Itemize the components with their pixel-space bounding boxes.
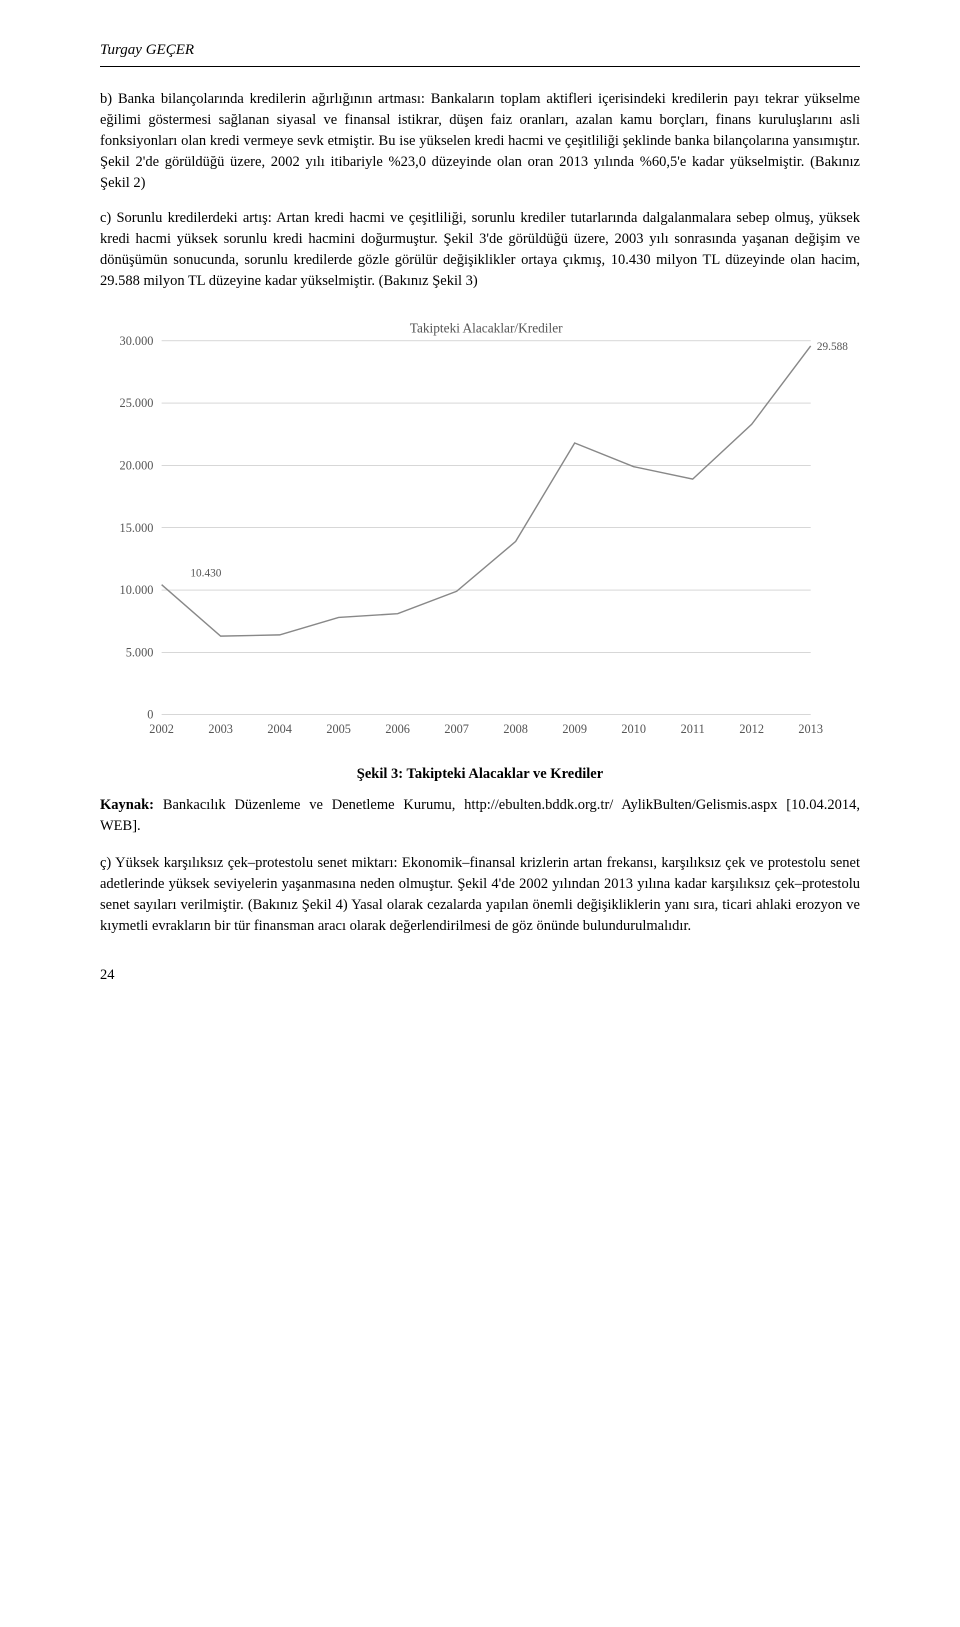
svg-text:25.000: 25.000 <box>120 396 154 410</box>
figure-3-source: Kaynak: Bankacılık Düzenleme ve Denetlem… <box>100 795 860 837</box>
page-number: 24 <box>100 965 860 986</box>
svg-text:2013: 2013 <box>798 722 823 736</box>
line-chart-svg: 0 5.000 10.000 15.000 20.000 25.000 30.000 Taki… <box>100 310 860 752</box>
svg-text:29.588: 29.588 <box>817 341 848 353</box>
paragraph-b: b) Banka bilançolarında kredilerin ağırl… <box>100 89 860 194</box>
svg-text:2012: 2012 <box>739 722 764 736</box>
svg-text:5.000: 5.000 <box>126 645 154 659</box>
svg-text:2010: 2010 <box>621 722 646 736</box>
figure-3-chart: 0 5.000 10.000 15.000 20.000 25.000 30.000 Taki… <box>100 310 860 752</box>
svg-text:10.000: 10.000 <box>120 583 154 597</box>
svg-text:2009: 2009 <box>562 722 587 736</box>
svg-text:2011: 2011 <box>681 722 705 736</box>
paragraph-d: ç) Yüksek karşılıksız çek–protestolu sen… <box>100 853 860 937</box>
svg-text:2007: 2007 <box>444 722 469 736</box>
figure-3-caption: Şekil 3: Takipteki Alacaklar ve Krediler <box>100 764 860 785</box>
svg-text:15.000: 15.000 <box>120 521 154 535</box>
author-name: Turgay GEÇER <box>100 40 860 67</box>
svg-text:0: 0 <box>147 708 153 722</box>
source-text: Bankacılık Düzenleme ve Denetleme Kurumu… <box>100 797 860 834</box>
svg-text:2003: 2003 <box>208 722 233 736</box>
paragraph-c: c) Sorunlu kredilerdeki artış: Artan kre… <box>100 208 860 292</box>
svg-text:10.430: 10.430 <box>190 567 221 579</box>
svg-text:2004: 2004 <box>267 722 292 736</box>
svg-text:2006: 2006 <box>385 722 410 736</box>
svg-text:2002: 2002 <box>149 722 174 736</box>
svg-text:30.000: 30.000 <box>120 334 154 348</box>
svg-text:Takipteki Alacaklar/Krediler: Takipteki Alacaklar/Krediler <box>410 320 563 335</box>
svg-text:2005: 2005 <box>326 722 351 736</box>
source-label: Kaynak: <box>100 797 154 813</box>
svg-text:20.000: 20.000 <box>120 458 154 472</box>
svg-text:2008: 2008 <box>503 722 528 736</box>
